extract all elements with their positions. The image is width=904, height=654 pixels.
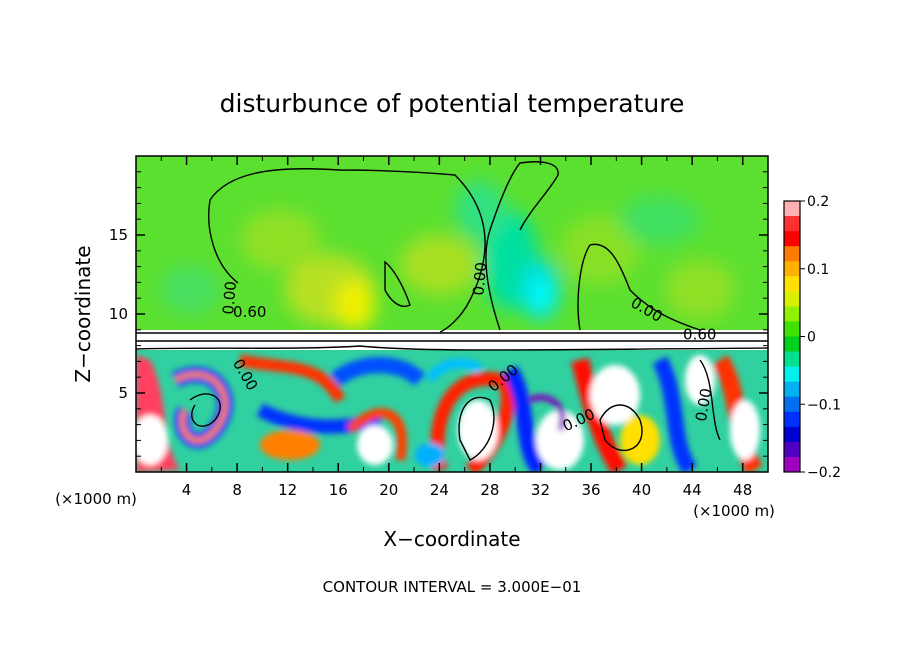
colorbar-swatch — [784, 216, 800, 232]
colorbar-swatch — [784, 381, 800, 398]
y-tick-label: 15 — [109, 226, 128, 244]
x-tick-label: 4 — [182, 481, 192, 499]
colorbar-swatch — [784, 351, 800, 368]
chart-title: disturbunce of potential temperature — [220, 89, 685, 118]
x-axis: 4 8 12 16 20 24 28 32 36 40 44 48 — [160, 156, 752, 499]
colorbar-swatch — [784, 396, 800, 413]
x-tick-label: 8 — [232, 481, 242, 499]
zero-contour-right — [577, 243, 701, 331]
colorbar-swatch — [784, 456, 800, 473]
colorbar-tick-label: −0.2 — [807, 465, 841, 481]
contour-label: 0.00 — [692, 387, 716, 423]
colorbar-swatch — [784, 276, 800, 292]
contour-label: 0.60 — [233, 303, 266, 321]
contour-label: 0.00 — [219, 280, 240, 315]
colorbar-swatch — [784, 306, 800, 322]
x-tick-label: 40 — [632, 481, 651, 499]
colorbar-swatch — [784, 336, 800, 353]
y-tick-label: 10 — [109, 305, 128, 323]
colorbar-tick-label: 0.2 — [807, 194, 829, 210]
x-tick-label: 48 — [733, 481, 752, 499]
colorbar-swatch — [784, 246, 800, 262]
colorbar: 0.2 0.1 0 −0.1 −0.2 — [783, 194, 841, 481]
x-unit-left: (×1000 m) — [55, 490, 137, 508]
lower-contour-d — [699, 359, 721, 441]
contour-interval-note: CONTOUR INTERVAL = 3.000E−01 — [323, 578, 582, 596]
contour-label: 0.60 — [683, 325, 716, 343]
x-tick-label: 20 — [379, 481, 398, 499]
contour-lines — [136, 161, 768, 461]
lower-contour-b — [458, 396, 495, 461]
x-unit-right: (×1000 m) — [693, 502, 775, 520]
y-axis: 5 10 15 — [109, 171, 768, 457]
x-tick-label: 24 — [430, 481, 449, 499]
colorbar-tick-label: 0 — [807, 330, 816, 346]
colorbar-swatch — [784, 231, 800, 247]
zero-contour-mid — [485, 161, 559, 331]
lower-field — [136, 350, 768, 472]
lower-contour-a — [189, 393, 221, 427]
colorbar-swatch — [784, 261, 800, 277]
lower-contour-c — [599, 404, 643, 451]
colorbar-tick-label: 0.1 — [807, 262, 829, 278]
y-tick-label: 5 — [118, 384, 128, 402]
x-tick-label: 36 — [581, 481, 600, 499]
x-tick-label: 28 — [480, 481, 499, 499]
x-tick-label: 32 — [531, 481, 550, 499]
contour-label: 0.00 — [469, 261, 490, 296]
colorbar-swatch — [784, 291, 800, 307]
colorbar-tick-label: −0.1 — [807, 397, 841, 413]
zero-contour-left — [208, 168, 486, 333]
colorbar-swatch — [784, 441, 800, 458]
colorbar-swatch — [784, 426, 800, 443]
colorbar-swatch — [784, 366, 800, 383]
x-tick-label: 16 — [329, 481, 348, 499]
colorbar-swatch — [784, 411, 800, 428]
colorbar-swatch — [784, 201, 800, 217]
x-tick-label: 12 — [278, 481, 297, 499]
colorbar-swatch — [784, 321, 800, 337]
x-tick-label: 44 — [683, 481, 702, 499]
x-axis-title: X−coordinate — [383, 527, 520, 551]
zero-contour-small — [384, 260, 411, 307]
y-axis-title: Z−coordinate — [71, 245, 95, 382]
plot-area: 0.000.600.000.000.600.00 0.000.00 0.00 — [136, 156, 768, 472]
band-contour-3 — [136, 345, 768, 351]
